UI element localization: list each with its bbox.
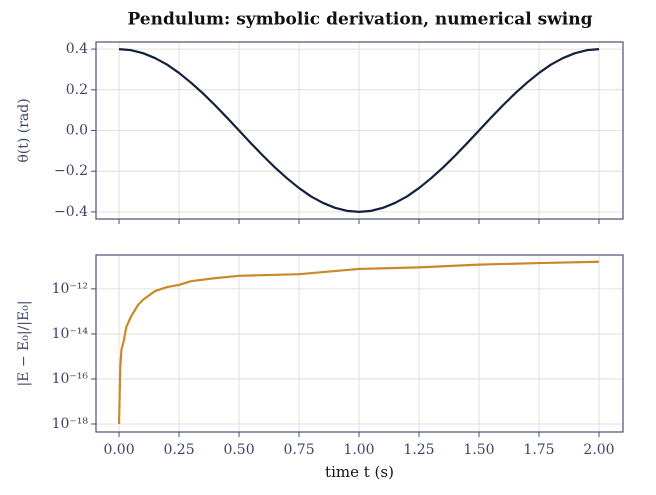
y-tick-label: 0.4 <box>66 41 88 57</box>
x-tick-label: 0.25 <box>163 442 194 458</box>
y-tick-label: 10⁻¹⁸ <box>52 416 89 432</box>
y-axis-label: θ(t) (rad) <box>16 98 32 162</box>
y-tick-label: 10⁻¹² <box>52 281 88 297</box>
y-tick-label: −0.2 <box>54 163 88 179</box>
x-tick-label: 1.00 <box>343 442 374 458</box>
x-axis-label: time t (s) <box>325 463 394 481</box>
y-tick-label: 0.0 <box>66 123 88 139</box>
x-tick-label: 0.00 <box>103 442 134 458</box>
axes-frame <box>95 254 624 433</box>
y-tick-label: 10⁻¹⁶ <box>52 371 89 387</box>
axes-frame <box>95 41 624 220</box>
y-tick-label: −0.4 <box>54 204 88 220</box>
y-tick-label: 10⁻¹⁴ <box>52 326 89 342</box>
chart-title: Pendulum: symbolic derivation, numerical… <box>127 10 592 30</box>
x-tick-label: 2.00 <box>583 442 614 458</box>
y-tick-label: 0.2 <box>66 82 88 98</box>
x-tick-label: 0.50 <box>223 442 254 458</box>
x-tick-label: 1.75 <box>523 442 554 458</box>
x-tick-label: 0.75 <box>283 442 314 458</box>
data-line <box>118 48 600 213</box>
data-line <box>117 260 600 424</box>
x-tick-label: 1.50 <box>463 442 494 458</box>
x-tick-label: 1.25 <box>403 442 434 458</box>
y-axis-label: |E − E₀|/|E₀| <box>16 300 32 386</box>
